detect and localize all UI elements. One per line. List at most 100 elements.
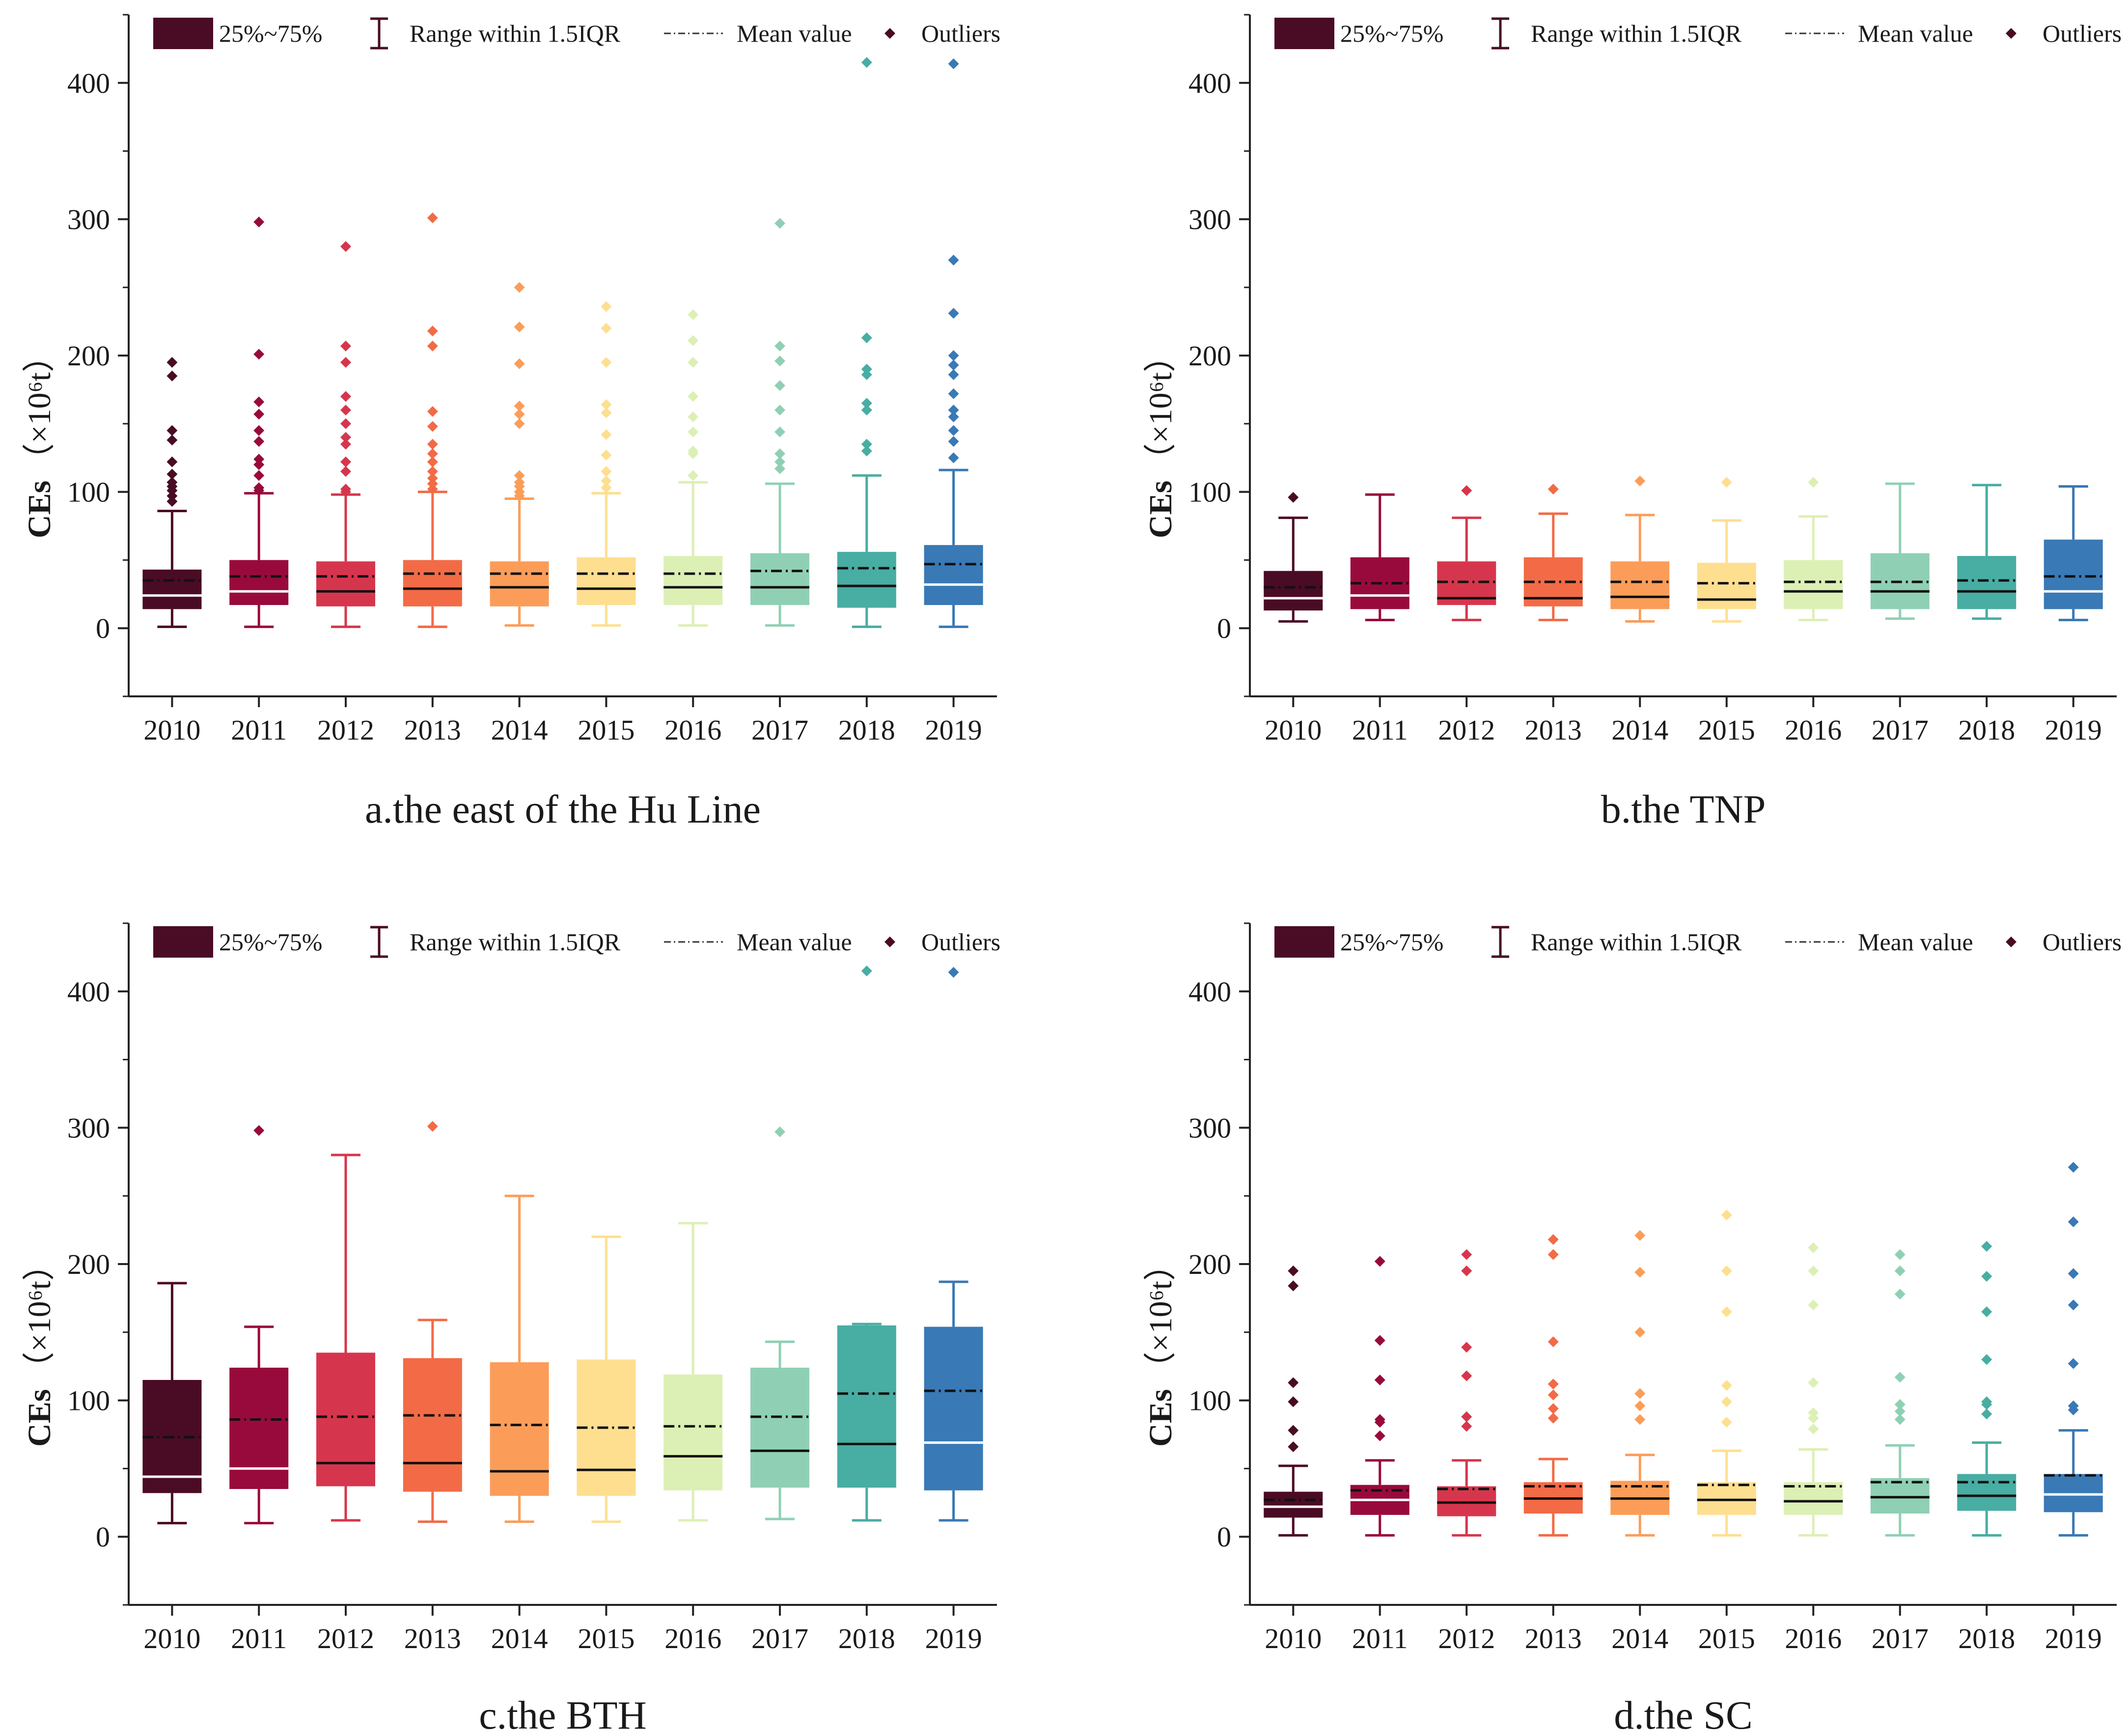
outlier-point xyxy=(948,966,959,978)
box-group-2018: 2018 xyxy=(837,965,896,1654)
legend-box-label: 25%~75% xyxy=(219,928,322,956)
outlier-point xyxy=(2068,1268,2079,1279)
outlier-point xyxy=(1288,1265,1299,1276)
legend-whisker-label: Range within 1.5IQR xyxy=(1531,20,1742,47)
iqr-box xyxy=(1437,1486,1496,1516)
outlier-point xyxy=(1981,1270,1992,1282)
y-tick-label: 400 xyxy=(1188,976,1231,1008)
outlier-point xyxy=(1634,1267,1646,1278)
outlier-point xyxy=(948,350,959,361)
x-tick-label: 2013 xyxy=(404,1623,461,1654)
box-group-2019: 2019 xyxy=(924,966,983,1654)
outlier-point xyxy=(427,421,438,432)
outlier-point xyxy=(253,470,265,481)
outlier-point xyxy=(253,425,265,436)
outlier-point xyxy=(601,429,612,441)
outlier-point xyxy=(601,301,612,312)
iqr-box xyxy=(1957,556,2017,609)
outlier-point xyxy=(1634,1400,1646,1411)
x-tick-label: 2015 xyxy=(1698,714,1755,746)
outlier-point xyxy=(1288,1441,1299,1452)
outlier-point xyxy=(1721,1417,1732,1428)
outlier-point xyxy=(1461,485,1472,496)
x-tick-label: 2016 xyxy=(664,714,721,746)
panel-caption: a.the east of the Hu Line xyxy=(365,787,761,831)
outlier-point xyxy=(948,388,959,399)
outlier-point xyxy=(340,466,351,477)
box-group-2017: 2017 xyxy=(750,218,809,746)
outlier-point xyxy=(1634,1230,1646,1241)
outlier-point xyxy=(861,398,872,409)
legend: 25%~75% Range within 1.5IQR Mean value Outl… xyxy=(153,926,1000,958)
outlier-point xyxy=(774,218,785,229)
outlier-point xyxy=(774,456,785,468)
outlier-point xyxy=(1374,1335,1385,1346)
outlier-point xyxy=(253,1125,265,1136)
x-tick-label: 2016 xyxy=(1785,714,1842,746)
x-tick-label: 2014 xyxy=(1611,1623,1668,1654)
outlier-point xyxy=(340,340,351,352)
outlier-point xyxy=(340,432,351,443)
iqr-box xyxy=(1610,561,1670,609)
x-tick-label: 2010 xyxy=(143,714,200,746)
y-tick-label: 400 xyxy=(1188,67,1231,99)
chart-panel-4: 0 100 200 300 400 CEs （×10⁶t） 2010 2011 2012 2013 2… xyxy=(1143,922,2122,1736)
box-group-2013: 2013 xyxy=(1523,484,1583,746)
y-axis-title: CEs （×10⁶t） xyxy=(1143,340,1179,538)
outlier-point xyxy=(2068,1358,2079,1369)
box-group-2011: 2011 xyxy=(1350,1256,1409,1654)
outlier-point xyxy=(774,380,785,391)
legend-mean-label: Mean value xyxy=(737,928,852,956)
y-tick-label: 200 xyxy=(1188,1248,1231,1280)
iqr-box xyxy=(2044,1474,2103,1513)
iqr-box xyxy=(142,569,202,609)
outlier-point xyxy=(1461,1265,1472,1276)
x-tick-label: 2016 xyxy=(1785,1623,1842,1654)
box-group-2018: 2018 xyxy=(1957,484,2017,746)
box-group-2016: 2016 xyxy=(1784,477,1843,746)
x-tick-label: 2019 xyxy=(2045,714,2102,746)
box-group-2015: 2015 xyxy=(1697,1210,1756,1654)
outlier-point xyxy=(340,418,351,429)
legend-mean-label: Mean value xyxy=(1858,928,1973,956)
x-tick-label: 2010 xyxy=(143,1623,200,1654)
panels: 0 100 200 300 400 CEs （×10⁶t） 2010 2011 2012 2013 2… xyxy=(22,14,2122,1736)
box-group-2017: 2017 xyxy=(750,1126,809,1654)
iqr-box xyxy=(316,561,375,606)
legend-outlier-swatch xyxy=(884,28,895,39)
y-axis-title-name: CEs xyxy=(22,481,57,538)
outlier-point xyxy=(166,425,178,436)
legend-whisker-label: Range within 1.5IQR xyxy=(1531,928,1742,956)
outlier-point xyxy=(774,448,785,459)
iqr-box xyxy=(577,557,636,606)
outlier-point xyxy=(1461,1342,1472,1353)
box-group-2015: 2015 xyxy=(577,301,636,746)
iqr-box xyxy=(490,1362,549,1496)
y-tick-label: 200 xyxy=(67,1248,110,1280)
outlier-point xyxy=(1288,1425,1299,1436)
iqr-box xyxy=(837,551,896,608)
outlier-point xyxy=(427,478,438,489)
iqr-box xyxy=(750,553,809,606)
outlier-point xyxy=(1547,1412,1559,1424)
box-group-2012: 2012 xyxy=(1437,485,1496,746)
y-tick-label: 0 xyxy=(1217,1521,1231,1553)
box-group-2014: 2014 xyxy=(490,1194,549,1654)
y-tick-label: 100 xyxy=(1188,1385,1231,1417)
outlier-point xyxy=(514,470,525,481)
legend-outlier-swatch xyxy=(2006,28,2017,39)
outlier-point xyxy=(427,456,438,468)
outlier-point xyxy=(427,326,438,337)
outlier-point xyxy=(1461,1421,1472,1432)
y-axis-title-unit: （×10⁶t） xyxy=(1143,340,1179,476)
outlier-point xyxy=(1461,1370,1472,1381)
legend-whisker-label: Range within 1.5IQR xyxy=(410,928,621,956)
iqr-box xyxy=(663,1374,723,1490)
y-tick-label: 100 xyxy=(67,1385,110,1417)
iqr-box xyxy=(924,1326,983,1490)
box-group-2014: 2014 xyxy=(490,282,549,746)
outlier-point xyxy=(601,466,612,477)
box-group-2010: 2010 xyxy=(1264,1265,1323,1654)
outlier-point xyxy=(340,439,351,450)
